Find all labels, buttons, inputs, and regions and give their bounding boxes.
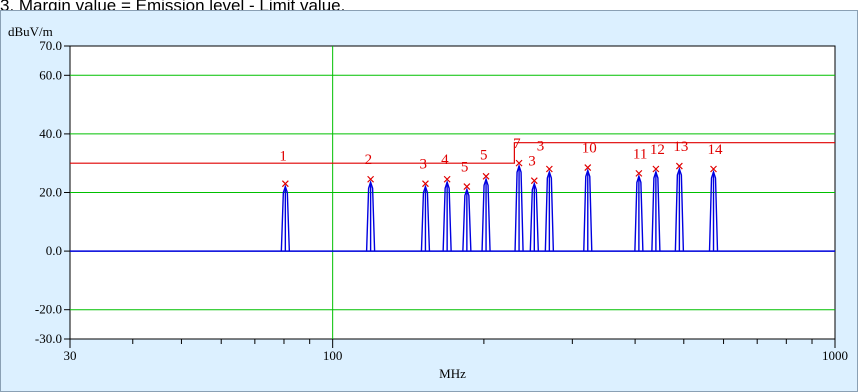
peak-marker bbox=[482, 172, 490, 180]
peak-marker bbox=[635, 169, 643, 177]
peak-label: 12 bbox=[650, 142, 665, 158]
peak-label: 4 bbox=[441, 152, 449, 168]
peak-label: 3 bbox=[419, 157, 427, 173]
y-tick-label: -20.0 bbox=[35, 302, 62, 317]
x-tick-label: 30 bbox=[64, 348, 77, 363]
peak-label: 7 bbox=[513, 136, 521, 152]
peak-label: 14 bbox=[708, 142, 724, 158]
y-tick-label: 60.0 bbox=[39, 67, 62, 82]
y-tick-label: 70.0 bbox=[39, 38, 62, 53]
x-tick-label: 1000 bbox=[822, 348, 848, 363]
peak-label: 3 bbox=[528, 154, 536, 170]
peak-marker bbox=[584, 164, 592, 171]
peak-label: 10 bbox=[582, 141, 597, 157]
peak-label: 2 bbox=[365, 152, 373, 168]
peak-marker bbox=[443, 175, 451, 183]
peak-marker bbox=[367, 175, 375, 183]
peak-marker bbox=[545, 165, 553, 173]
y-tick-label: 40.0 bbox=[39, 126, 62, 141]
peak-marker bbox=[652, 165, 660, 173]
x-axis-label: MHz bbox=[439, 366, 466, 381]
peak-marker bbox=[675, 162, 683, 170]
peak-label: 5 bbox=[461, 160, 469, 176]
peak-label: 3 bbox=[537, 139, 545, 155]
peak-marker bbox=[515, 159, 523, 167]
limit-line bbox=[70, 142, 835, 164]
peak-label: 11 bbox=[633, 146, 647, 162]
peak-marker bbox=[422, 180, 429, 188]
x-tick-label: 100 bbox=[323, 348, 343, 363]
peak-label: 5 bbox=[480, 147, 488, 163]
peak-marker bbox=[530, 177, 538, 185]
y-tick-label: 0.0 bbox=[46, 243, 62, 258]
peak-marker bbox=[281, 180, 289, 188]
y-tick-label: -30.0 bbox=[35, 331, 62, 346]
peak-marker bbox=[710, 165, 717, 173]
peak-marker bbox=[463, 183, 471, 190]
peak-label: 13 bbox=[673, 139, 688, 155]
y-axis-label: dBuV/m bbox=[8, 24, 53, 39]
y-tick-label: 20.0 bbox=[39, 185, 62, 200]
peak-label: 1 bbox=[279, 149, 287, 165]
